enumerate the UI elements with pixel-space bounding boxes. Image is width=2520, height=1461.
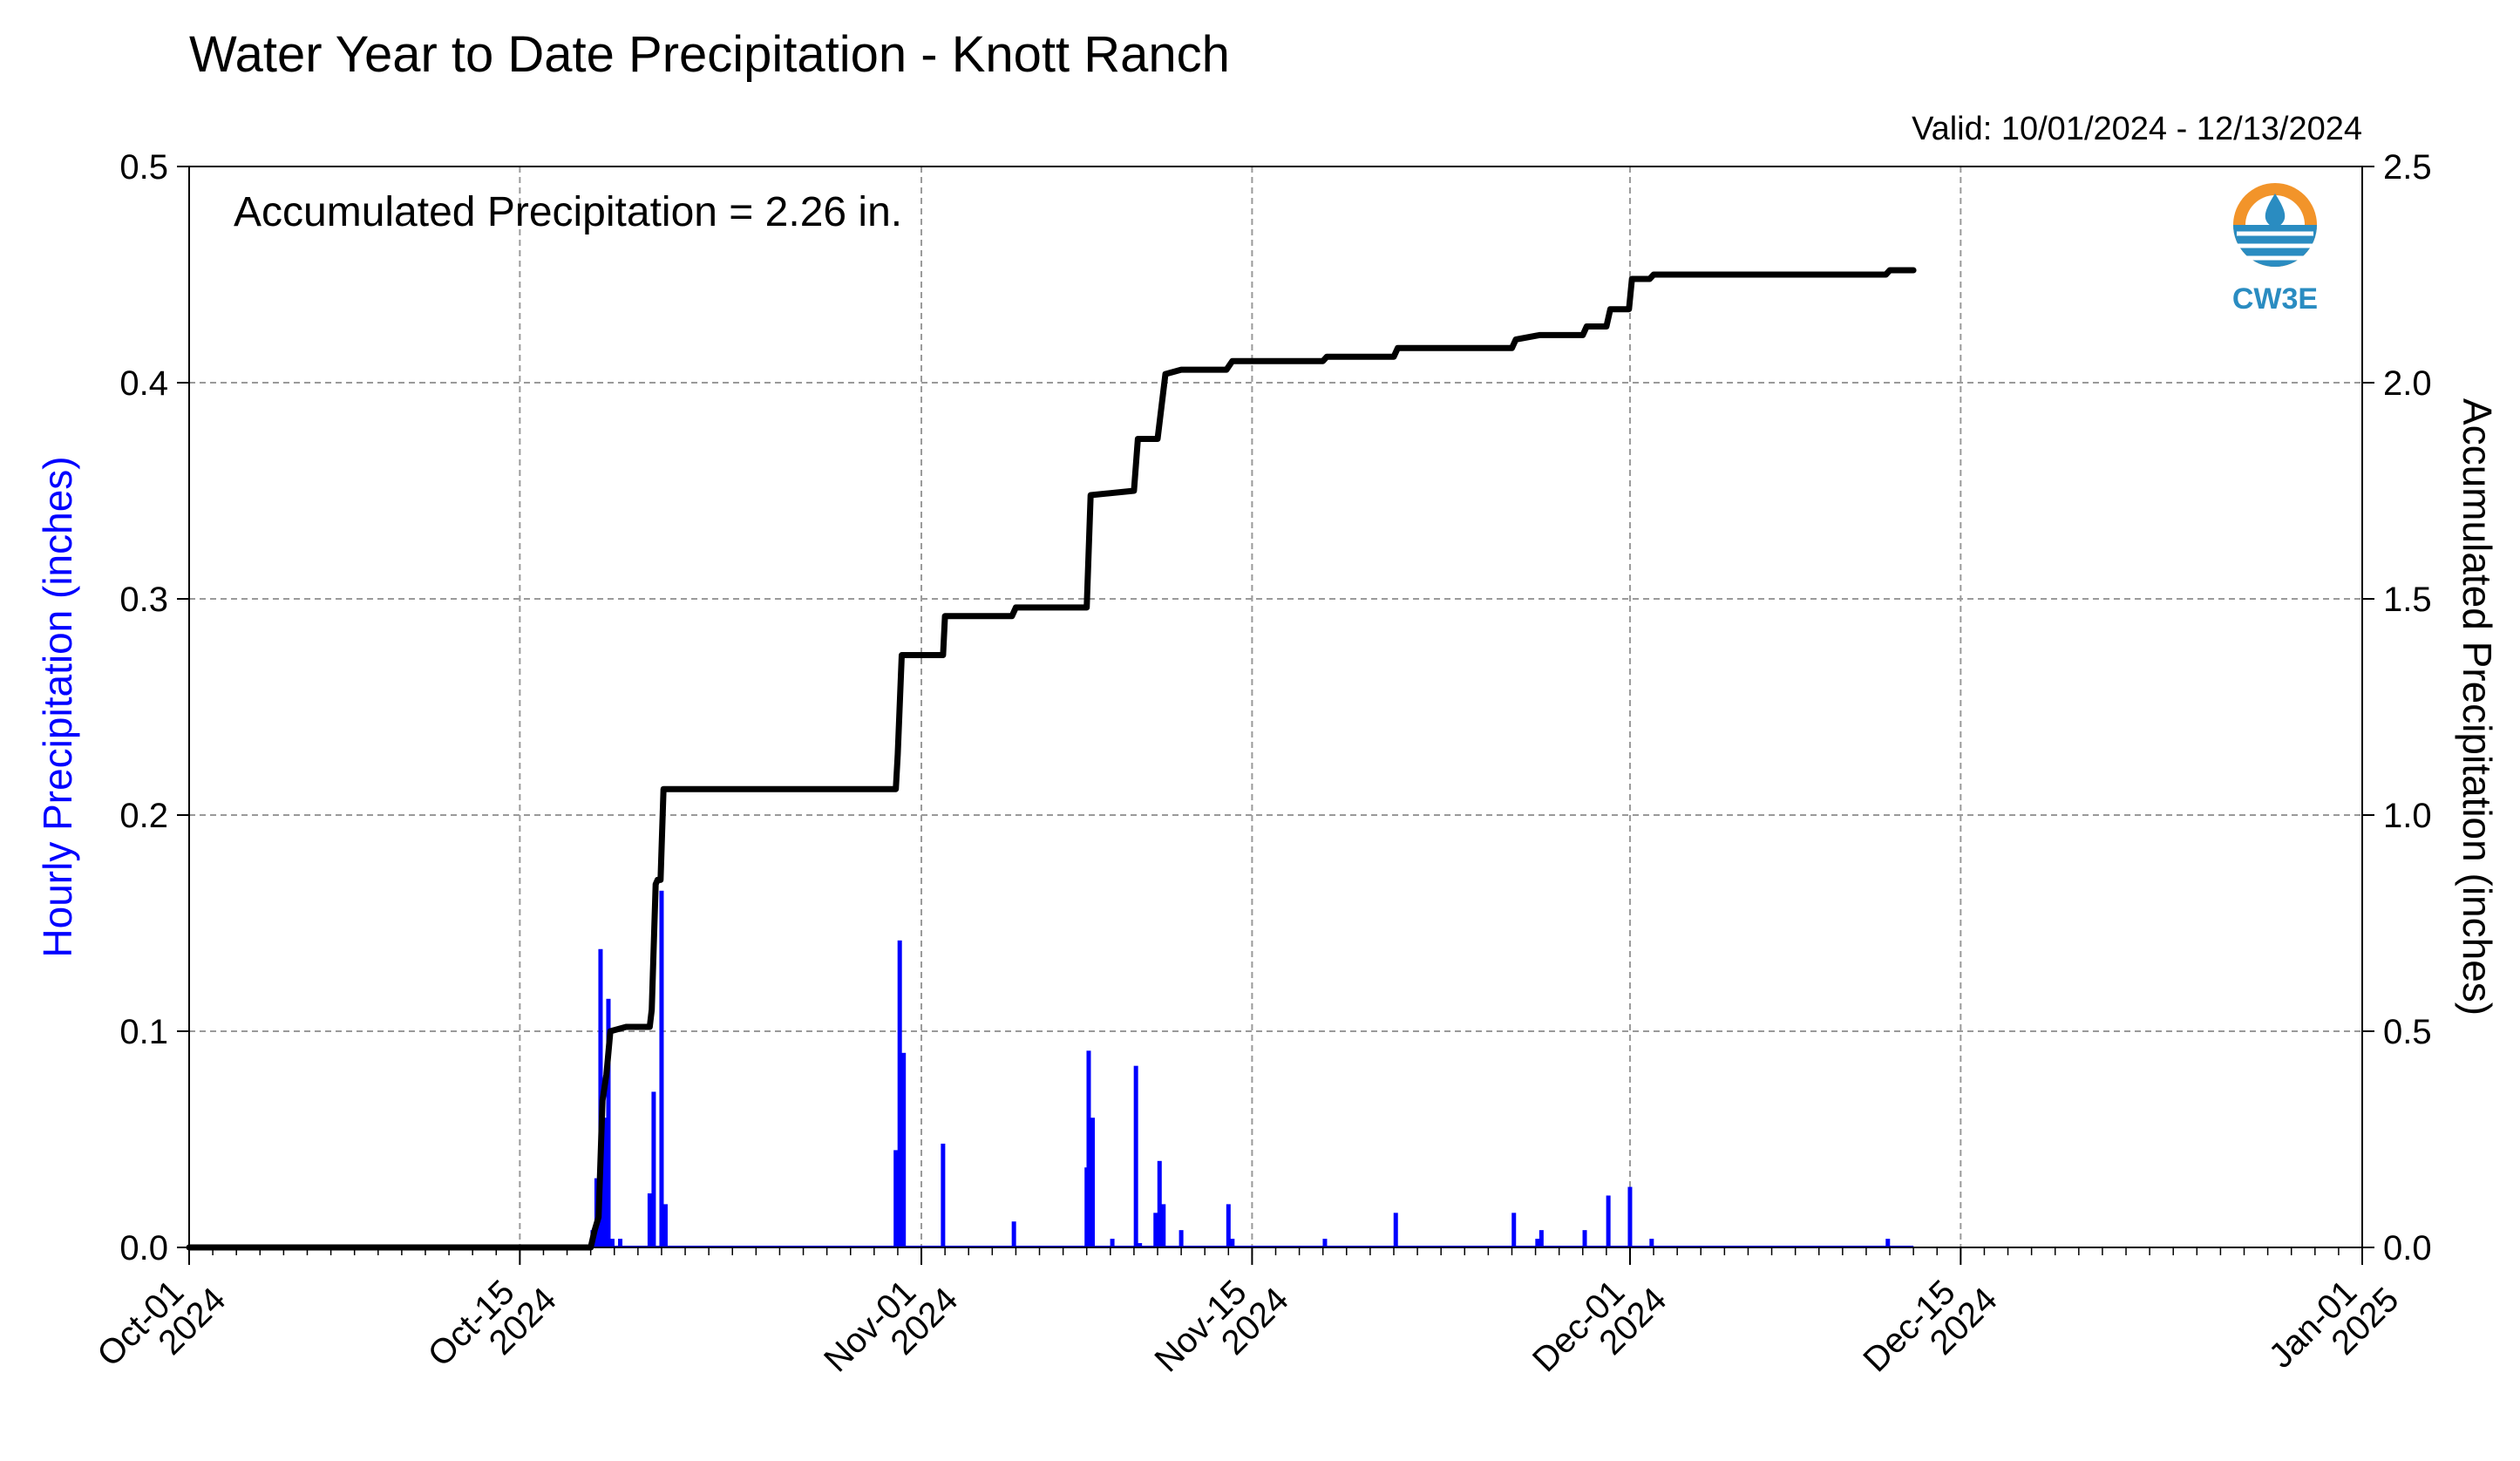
y-tick-label: 0.5 bbox=[119, 148, 168, 187]
hourly-bar bbox=[941, 1143, 946, 1247]
y-axis-label: Hourly Precipitation (inches) bbox=[35, 456, 80, 957]
grid-lines bbox=[189, 166, 2362, 1247]
hourly-bar bbox=[897, 940, 902, 1247]
y-tick-label: 0.4 bbox=[119, 364, 168, 403]
hourly-bar bbox=[659, 890, 664, 1247]
hourly-bar bbox=[1138, 1243, 1143, 1247]
cw3e-logo-text: CW3E bbox=[2232, 282, 2318, 316]
hourly-bar bbox=[1161, 1204, 1166, 1247]
hourly-bar bbox=[901, 1052, 907, 1247]
hourly-bar bbox=[1511, 1213, 1517, 1247]
y-tick-label: 0.3 bbox=[119, 581, 168, 619]
hourly-bar bbox=[1178, 1230, 1184, 1247]
y2-tick-label: 0.5 bbox=[2383, 1013, 2432, 1051]
hourly-bar bbox=[1538, 1230, 1544, 1247]
hourly-bar bbox=[1535, 1239, 1540, 1247]
y2-axis-label: Accumulated Precipitation (inches) bbox=[2455, 398, 2500, 1016]
hourly-bar bbox=[606, 998, 611, 1247]
y-tick-label: 0.1 bbox=[119, 1013, 168, 1051]
y-tick-label: 0.2 bbox=[119, 797, 168, 835]
hourly-bar bbox=[647, 1193, 652, 1247]
hourly-bar bbox=[1649, 1239, 1654, 1247]
hourly-bar bbox=[601, 1118, 607, 1247]
hourly-bar bbox=[1322, 1239, 1328, 1247]
hourly-bar bbox=[1885, 1239, 1891, 1247]
y2-tick-label: 0.0 bbox=[2383, 1229, 2432, 1267]
hourly-bar bbox=[1086, 1050, 1091, 1247]
hourly-bar bbox=[1011, 1221, 1016, 1247]
hourly-bar bbox=[1226, 1204, 1231, 1247]
hourly-bar bbox=[1133, 1065, 1138, 1247]
y-tick-label: 0.0 bbox=[119, 1229, 168, 1267]
hourly-bar bbox=[893, 1150, 899, 1247]
y2-tick-label: 2.0 bbox=[2383, 364, 2432, 403]
hourly-bar bbox=[1582, 1230, 1587, 1247]
y2-tick-label: 1.0 bbox=[2383, 797, 2432, 835]
hourly-bar bbox=[1153, 1213, 1158, 1247]
hourly-bar bbox=[1627, 1186, 1633, 1247]
hourly-bar bbox=[610, 1239, 615, 1247]
hourly-bar bbox=[1110, 1239, 1115, 1247]
hourly-bar bbox=[618, 1239, 623, 1247]
hourly-bar bbox=[1157, 1160, 1162, 1247]
accumulated-annotation: Accumulated Precipitation = 2.26 in. bbox=[234, 189, 902, 235]
chart-title: Water Year to Date Precipitation - Knott… bbox=[189, 26, 1230, 83]
hourly-bar bbox=[1393, 1213, 1398, 1247]
hourly-bar bbox=[651, 1091, 656, 1247]
x-tick-label: Oct-152024 bbox=[421, 1255, 564, 1398]
hourly-bar bbox=[1090, 1118, 1095, 1247]
accumulated-line bbox=[186, 267, 1917, 1251]
hourly-bar bbox=[662, 1204, 668, 1247]
y2-tick-label: 2.5 bbox=[2383, 148, 2432, 187]
accumulated-precip-line bbox=[186, 267, 1917, 1251]
hourly-bar bbox=[1230, 1239, 1235, 1247]
y2-tick-label: 1.5 bbox=[2383, 581, 2432, 619]
chart-subtitle: Valid: 10/01/2024 - 12/13/2024 bbox=[1912, 111, 2362, 147]
cw3e-logo: CW3E bbox=[2232, 183, 2318, 316]
hourly-bar bbox=[1606, 1195, 1611, 1247]
